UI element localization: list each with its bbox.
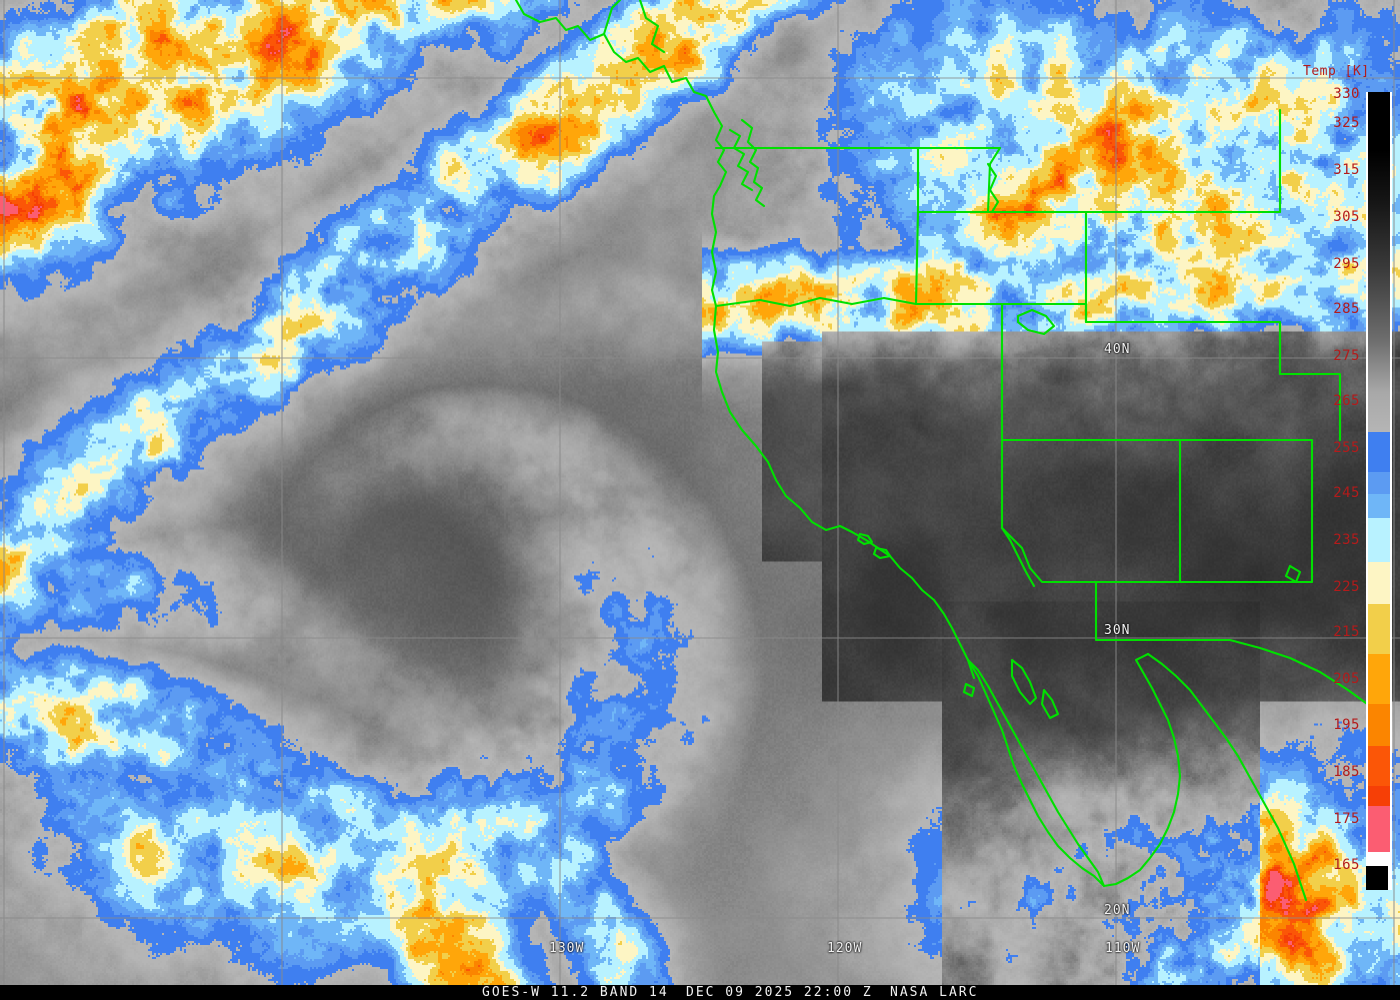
geo-path-35 [986, 162, 1000, 214]
colorbar-segment-cream [1368, 562, 1390, 604]
geo-path-31 [962, 682, 976, 698]
geo-path-28 [1146, 652, 1308, 902]
colorbar-segment-black-hot [1368, 92, 1390, 150]
colorbar-segment-orange-light [1368, 654, 1390, 704]
colorbar-tick-255: 255 [1333, 440, 1360, 456]
colorbar-segment-pink-cold [1368, 806, 1390, 852]
colorbar-segment-blue-dark [1368, 432, 1390, 472]
colorbar-segment-orange-deep [1368, 746, 1390, 786]
geo-path-21 [1000, 438, 1182, 584]
colorbar-tick-325: 325 [1333, 115, 1360, 131]
colorbar-tick-285: 285 [1333, 301, 1360, 317]
geo-path-1 [602, 32, 716, 114]
geo-path-27 [1102, 652, 1182, 888]
geo-path-10 [916, 146, 1002, 214]
geo-path-26 [966, 658, 1106, 888]
geo-path-3 [710, 110, 728, 308]
colorbar-tick-245: 245 [1333, 485, 1360, 501]
colorbar-tick-165: 165 [1333, 857, 1360, 873]
colorbar-tick-295: 295 [1333, 256, 1360, 272]
caption-source: GOES-W 11.2 BAND 14 [482, 985, 669, 1000]
colorbar-tick-265: 265 [1333, 393, 1360, 409]
geo-path-34 [1016, 308, 1056, 336]
caption-bar: GOES-W 11.2 BAND 14 DEC 09 2025 22:00 Z … [0, 985, 1400, 1000]
geo-path-13 [914, 302, 1004, 442]
colorbar-segment-cyan [1368, 518, 1390, 562]
colorbar-tick-175: 175 [1333, 811, 1360, 827]
colorbar-footer-block [1366, 866, 1388, 890]
geo-path-24 [1000, 526, 1036, 588]
colorbar-segment-blue-mid [1368, 472, 1390, 494]
geo-path-4 [740, 118, 766, 208]
colorbar-tick-275: 275 [1333, 348, 1360, 364]
geo-path-30 [872, 546, 892, 560]
colorbar-segment-blue-light [1368, 494, 1390, 518]
geo-path-5 [728, 128, 754, 192]
geo-path-25 [966, 658, 1106, 888]
geo-path-0 [514, 0, 622, 42]
colorbar-tick-205: 205 [1333, 671, 1360, 687]
colorbar-tick-225: 225 [1333, 579, 1360, 595]
colorbar-tick-215: 215 [1333, 624, 1360, 640]
temperature-colorbar [1366, 92, 1392, 890]
geo-path-33 [1040, 688, 1060, 720]
geo-path-20 [1178, 438, 1314, 584]
geo-path-32 [1010, 658, 1038, 706]
caption-datetime: DEC 09 2025 22:00 Z [686, 985, 873, 1000]
geo-path-9 [850, 530, 976, 680]
geo-path-29 [856, 532, 874, 546]
geo-path-2 [638, 0, 666, 54]
colorbar-segment-yellow [1368, 604, 1390, 654]
colorbar-tick-235: 235 [1333, 532, 1360, 548]
geo-path-7 [714, 210, 920, 308]
geo-path-8 [712, 304, 854, 534]
caption-agency: NASA LARC [890, 985, 979, 1000]
colorbar-tick-195: 195 [1333, 717, 1360, 733]
geo-path-36 [1284, 564, 1302, 584]
geo-path-14 [1000, 302, 1088, 324]
colorbar-tick-305: 305 [1333, 209, 1360, 225]
colorbar-tick-330: 330 [1333, 86, 1360, 102]
colorbar-segment-orange-mid [1368, 704, 1390, 746]
geo-path-19 [1000, 438, 1182, 584]
colorbar-gradient [1368, 92, 1390, 852]
coastline-and-state-borders [514, 0, 1372, 902]
geo-path-17 [1084, 320, 1342, 442]
geo-path-23 [1094, 580, 1372, 708]
colorbar-segment-gray-ramp [1368, 150, 1390, 432]
colorbar-title: Temp [K] [1303, 64, 1370, 79]
colorbar-tick-315: 315 [1333, 162, 1360, 178]
colorbar-tick-185: 185 [1333, 764, 1360, 780]
colorbar-segment-red-orange [1368, 786, 1390, 806]
